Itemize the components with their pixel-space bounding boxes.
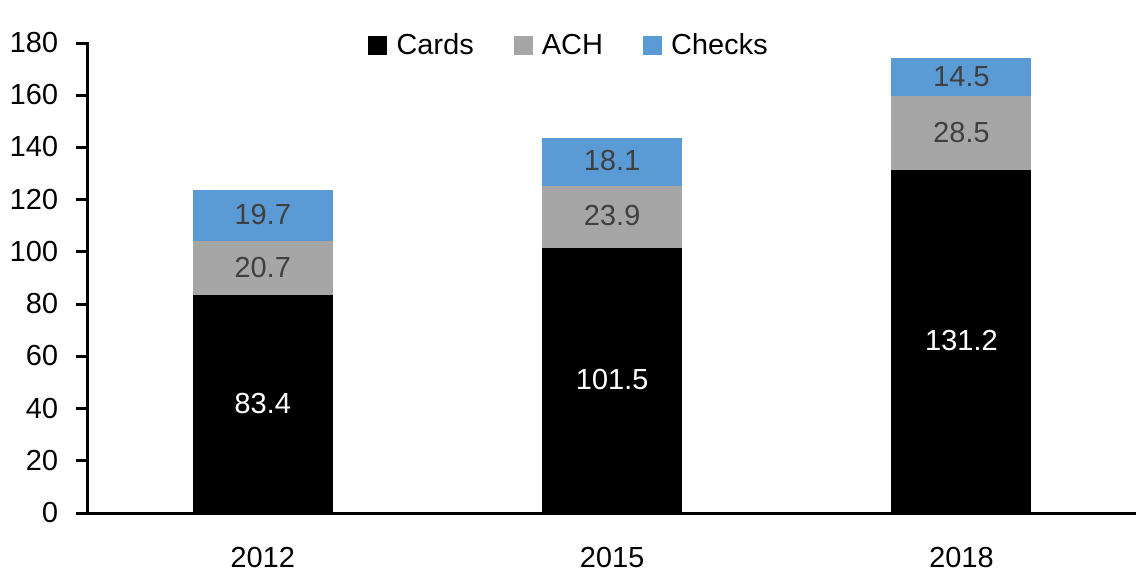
x-tick-label: 2015 [579, 542, 645, 574]
legend-label: ACH [541, 29, 603, 61]
bar-segment-2012-cards: 83.4 [192, 295, 333, 513]
legend-item-checks: Checks [642, 29, 768, 61]
legend-label: Cards [396, 29, 474, 61]
y-tick-mark [76, 302, 87, 306]
y-axis [86, 42, 89, 515]
bar-segment-2012-ach: 20.7 [192, 241, 333, 296]
bar-value-label: 18.1 [583, 145, 641, 178]
y-tick-label: 0 [41, 497, 58, 529]
bar-value-label: 19.7 [234, 198, 291, 231]
bar-value-label: 131.2 [925, 325, 998, 358]
y-tick-label: 140 [9, 131, 58, 164]
y-tick-mark [76, 41, 87, 45]
y-tick-mark [76, 93, 87, 97]
y-tick-mark [76, 407, 87, 411]
x-axis [86, 512, 1136, 515]
legend-label: Checks [670, 29, 768, 61]
bar-segment-2015-cards: 101.5 [542, 247, 682, 513]
y-tick-mark [76, 198, 87, 202]
y-tick-mark [76, 145, 87, 149]
bar-value-label: 23.9 [583, 200, 641, 233]
y-tick-mark [76, 250, 87, 254]
y-tick-label: 60 [25, 340, 58, 373]
bar-value-label: 28.5 [933, 116, 990, 149]
x-tick-label: 2018 [929, 542, 994, 574]
bar-segment-2015-ach: 23.9 [542, 185, 682, 248]
y-tick-label: 180 [9, 27, 58, 59]
bar-value-label: 101.5 [575, 363, 649, 396]
y-tick-label: 100 [9, 235, 58, 268]
bar-value-label: 14.5 [933, 60, 990, 93]
y-tick-label: 40 [25, 392, 58, 425]
bar-segment-2018-ach: 28.5 [891, 96, 1032, 171]
bar-segment-2015-checks: 18.1 [542, 138, 682, 186]
chart-legend: Cards ACH Checks [0, 31, 1136, 60]
legend-swatch-icon [513, 36, 533, 55]
y-tick-label: 80 [25, 288, 58, 321]
bar-segment-2012-checks: 19.7 [192, 189, 333, 242]
y-tick-label: 120 [9, 183, 58, 216]
y-tick-mark [76, 354, 87, 358]
y-tick-label: 20 [25, 444, 58, 477]
y-tick-mark [76, 511, 87, 515]
legend-item-ach: ACH [513, 29, 603, 61]
legend-item-cards: Cards [368, 29, 474, 61]
y-tick-mark [76, 459, 87, 463]
legend-swatch-icon [642, 36, 662, 55]
bar-segment-2018-checks: 14.5 [891, 58, 1032, 96]
bar-value-label: 83.4 [234, 387, 291, 420]
bar-value-label: 20.7 [234, 251, 291, 284]
bar-segment-2018-cards: 131.2 [891, 170, 1032, 513]
y-tick-label: 160 [9, 79, 58, 112]
legend-swatch-icon [368, 36, 388, 55]
x-tick-label: 2012 [230, 542, 295, 574]
